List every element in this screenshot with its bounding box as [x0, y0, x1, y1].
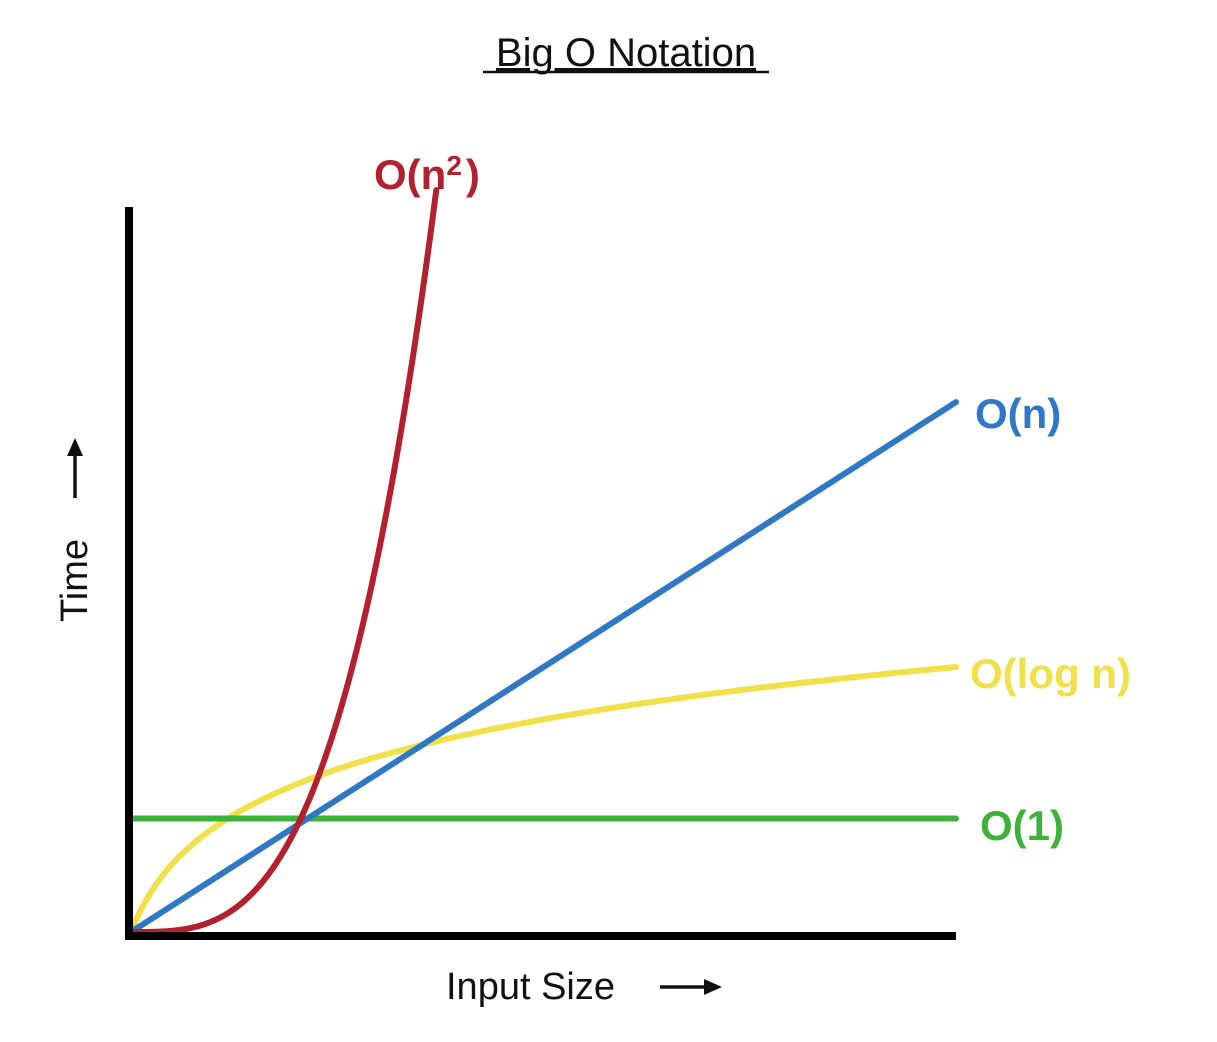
series-label-log: O(log n) — [970, 650, 1131, 697]
y-axis-label: Time — [54, 539, 96, 622]
linear-line — [128, 399, 959, 935]
log-n-curve — [128, 664, 959, 935]
quadratic-curve — [128, 187, 440, 935]
series-group — [128, 187, 959, 935]
y-axis-arrow-icon — [67, 438, 83, 498]
x-axis-arrow-icon — [660, 979, 722, 995]
series-label-linear: O(n) — [975, 390, 1061, 437]
series-label-quadratic: O(n2) — [374, 150, 480, 198]
series-label-constant: O(1) — [980, 802, 1064, 849]
chart-title: Big O Notation — [496, 31, 756, 75]
x-axis-label: Input Size — [446, 966, 615, 1008]
